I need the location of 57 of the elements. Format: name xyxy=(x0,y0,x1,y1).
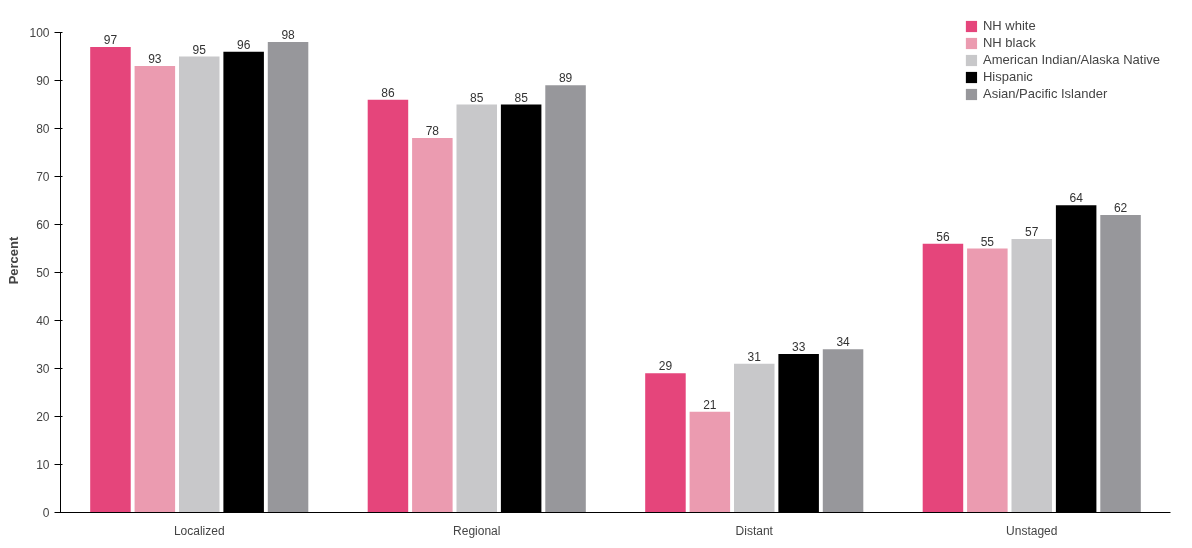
y-tick-label: 10 xyxy=(36,458,50,472)
data-label: 57 xyxy=(1025,224,1039,239)
data-label: 96 xyxy=(236,37,251,52)
bar xyxy=(733,363,775,513)
data-label: 78 xyxy=(425,124,440,139)
y-tick-label: 60 xyxy=(36,218,50,232)
legend-label: NH black xyxy=(982,35,1036,50)
data-label: 33 xyxy=(791,340,806,355)
legend-label: Hispanic xyxy=(982,69,1033,84)
data-label: 62 xyxy=(1113,200,1128,215)
bar xyxy=(545,85,586,513)
bar xyxy=(178,56,220,513)
data-label: 97 xyxy=(103,32,118,47)
legend-label: American Indian/Alaska Native xyxy=(982,52,1160,67)
y-tick-label: 90 xyxy=(36,74,50,88)
y-tick-label: 70 xyxy=(36,170,50,184)
bar xyxy=(922,243,964,513)
data-label: 21 xyxy=(703,397,717,412)
x-tick-label: Distant xyxy=(735,523,774,538)
data-label: 95 xyxy=(192,42,207,57)
y-tick-label: 20 xyxy=(36,410,50,424)
data-label: 31 xyxy=(747,349,762,364)
x-tick-label: Regional xyxy=(453,523,501,538)
y-axis-title: Percent xyxy=(6,235,22,285)
legend-label: Asian/Pacific Islander xyxy=(982,86,1108,101)
bar xyxy=(456,104,498,513)
bar xyxy=(412,138,453,513)
data-label: 89 xyxy=(558,71,573,86)
y-tick-label: 0 xyxy=(42,506,50,520)
y-tick-label: 100 xyxy=(29,26,50,40)
bar xyxy=(689,411,731,513)
data-label: 29 xyxy=(658,359,673,374)
y-tick-label: 30 xyxy=(36,362,50,376)
data-label: 85 xyxy=(470,90,484,105)
data-label: 86 xyxy=(381,85,395,100)
data-label: 55 xyxy=(980,234,995,249)
data-label: 64 xyxy=(1069,191,1084,206)
data-label: 98 xyxy=(281,28,296,43)
bar xyxy=(90,46,131,513)
legend-label: NH white xyxy=(982,18,1036,33)
y-tick-label: 50 xyxy=(36,266,50,280)
x-tick-label: Localized xyxy=(173,523,225,538)
data-label: 56 xyxy=(936,229,950,244)
data-label: 93 xyxy=(148,52,162,67)
bar xyxy=(367,99,409,513)
x-tick-label: Unstaged xyxy=(1006,523,1058,538)
bar xyxy=(645,373,686,513)
bar xyxy=(1011,238,1053,513)
data-label: 34 xyxy=(836,335,851,350)
bar xyxy=(822,349,864,513)
data-label: 85 xyxy=(514,90,529,105)
bar xyxy=(1100,214,1141,513)
bar xyxy=(267,42,309,513)
y-tick-label: 80 xyxy=(36,122,50,136)
y-tick-label: 40 xyxy=(36,314,50,328)
bar xyxy=(134,66,176,513)
bar xyxy=(967,248,1008,513)
